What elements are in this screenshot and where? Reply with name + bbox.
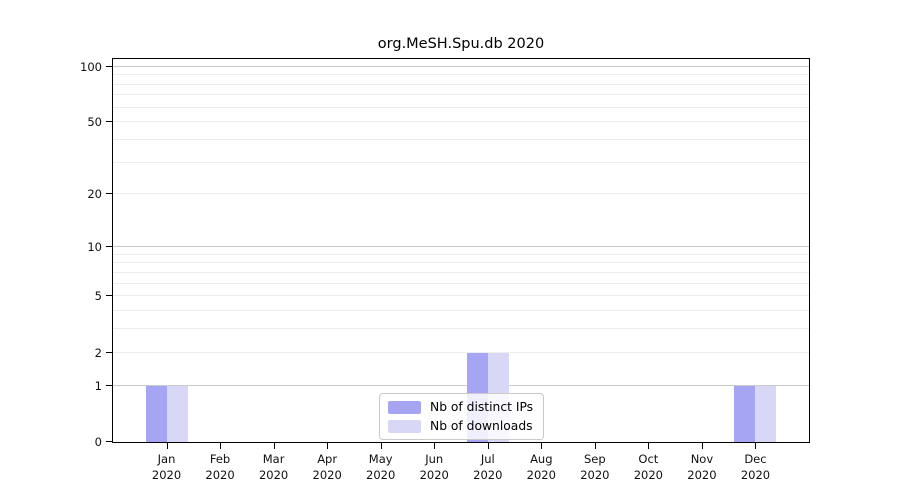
y-tick-mark [106,351,112,353]
x-axis-label-mar: Mar 2020 [258,452,289,482]
gridline-y-50 [113,121,809,123]
gridline-y-30 [113,161,809,163]
x-tick-mark [327,443,329,449]
x-axis-label-jul: Jul 2020 [473,452,503,482]
x-axis-label-sep: Sep 2020 [580,452,610,482]
gridline-y-4 [113,310,809,312]
x-tick-mark [434,443,436,449]
legend-row-downloads: Nb of downloads [388,419,534,433]
x-tick-mark [594,443,596,449]
x-axis-label-oct: Oct 2020 [633,452,664,482]
gridline-y-40 [113,139,809,140]
gridline-y-90 [113,74,809,76]
y-axis-tick-label: 50 [87,115,102,130]
x-tick-mark [380,443,382,449]
bar-distinct-ips [734,385,756,442]
y-tick-mark [106,295,112,297]
legend-label-downloads: Nb of downloads [430,419,533,433]
y-tick-mark [106,441,112,442]
gridline-y-7 [113,271,809,273]
x-axis-label-aug: Aug 2020 [526,452,556,482]
x-tick-mark [541,443,543,449]
y-tick-mark [106,384,112,386]
x-tick-mark [166,443,168,449]
bar-downloads [166,385,188,442]
gridline-y-100 [113,65,809,67]
legend-swatch-distinct-ips-icon [388,400,421,414]
y-tick-mark [106,246,112,247]
gridline-y-20 [113,193,809,195]
x-axis-label-apr: Apr 2020 [312,452,342,482]
x-axis-label-jun: Jun 2020 [419,452,449,482]
x-axis-label-may: May 2020 [366,452,396,482]
legend-label-distinct-ips: Nb of distinct IPs [430,400,534,414]
x-tick-mark [648,443,650,449]
y-tick-mark [106,65,112,67]
bar-distinct-ips [145,385,167,442]
gridline-y-3 [113,328,809,330]
gridline-y-60 [113,106,809,108]
chart-title: org.MeSH.Spu.db 2020 [377,36,545,52]
y-axis-tick-label: 5 [94,289,102,304]
x-axis-label-feb: Feb 2020 [205,452,235,482]
gridline-y-80 [113,83,809,85]
gridline-y-2 [113,351,809,353]
legend-row-distinct-ips: Nb of distinct IPs [388,400,534,414]
y-tick-mark [106,121,112,123]
y-tick-mark [106,193,112,195]
y-axis-tick-label: 100 [80,59,102,74]
plot-area: 0 1 2 5 10 20 50 100 Jan 2020 Feb 2020 Mar 2020 Apr 202… [80,58,810,482]
gridline-y-70 [113,94,809,96]
gridline-y-5 [113,295,809,297]
x-tick-mark [701,443,703,449]
gridline-y-6 [113,282,809,284]
gridline-y-9 [113,253,809,255]
legend: Nb of distinct IPs Nb of downloads [379,393,544,440]
x-axis-label-nov: Nov 2020 [687,452,717,482]
legend-swatch-downloads-icon [388,419,421,433]
x-axis-label-dec: Dec 2020 [740,452,771,482]
gridline-y-1 [113,384,809,386]
gridline-y-8 [113,262,809,264]
x-tick-mark [220,443,222,449]
bar-downloads [755,385,777,442]
gridline-y-10 [113,246,809,247]
y-axis-tick-label: 2 [94,345,102,360]
y-axis-tick-label: 10 [87,239,102,254]
x-tick-mark [487,443,489,449]
y-axis-tick-label: 0 [94,435,102,449]
y-axis-tick-label: 20 [87,187,102,202]
x-tick-mark [755,443,757,449]
x-tick-mark [273,443,275,449]
x-axis-label-jan: Jan 2020 [151,452,182,482]
y-axis-tick-label: 1 [94,378,102,393]
